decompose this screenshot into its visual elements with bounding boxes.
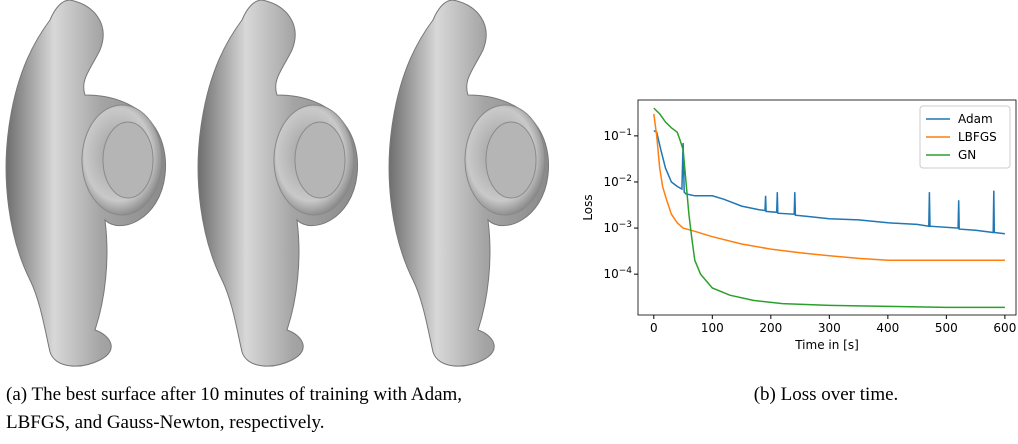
y-tick-label: 10−4: [603, 266, 632, 281]
loss-line: [653, 113, 1005, 262]
x-axis-label: Time in [s]: [794, 338, 859, 352]
x-tick-label: 600: [993, 321, 1016, 335]
x-tick-label: 100: [701, 321, 724, 335]
caption-b: (b) Loss over time.: [754, 384, 899, 405]
legend-label: Adam: [958, 112, 993, 126]
x-tick-label: 300: [818, 321, 841, 335]
x-tick-label: 200: [759, 321, 782, 335]
legend-label: LBFGS: [958, 130, 997, 144]
x-tick-label: 500: [935, 321, 958, 335]
legend-label: GN: [958, 148, 976, 162]
surface-lbfgs: [197, 0, 359, 367]
plot-frame: [637, 99, 1017, 316]
x-tick-label: 0: [650, 321, 658, 335]
surface-adam: [5, 0, 167, 367]
y-tick-label: 10−1: [603, 128, 632, 143]
x-tick-label: 400: [876, 321, 899, 335]
y-axis-label: Loss: [581, 194, 595, 220]
caption-a-line-2: LBFGS, and Gauss-Newton, respectively.: [6, 412, 325, 433]
surface-gn: [388, 0, 550, 367]
chart: 0 100 200 300 400 500 600 10−1 10−2 10−3 10−4 Time …: [581, 99, 1017, 352]
loss-line: [653, 107, 1005, 309]
y-tick-label: 10−3: [603, 220, 632, 235]
legend-box: [919, 105, 1011, 169]
loss-line: [653, 129, 1005, 235]
caption-a-line-1: (a) The best surface after 10 minutes of…: [6, 384, 462, 405]
y-tick-label: 10−2: [603, 174, 632, 189]
